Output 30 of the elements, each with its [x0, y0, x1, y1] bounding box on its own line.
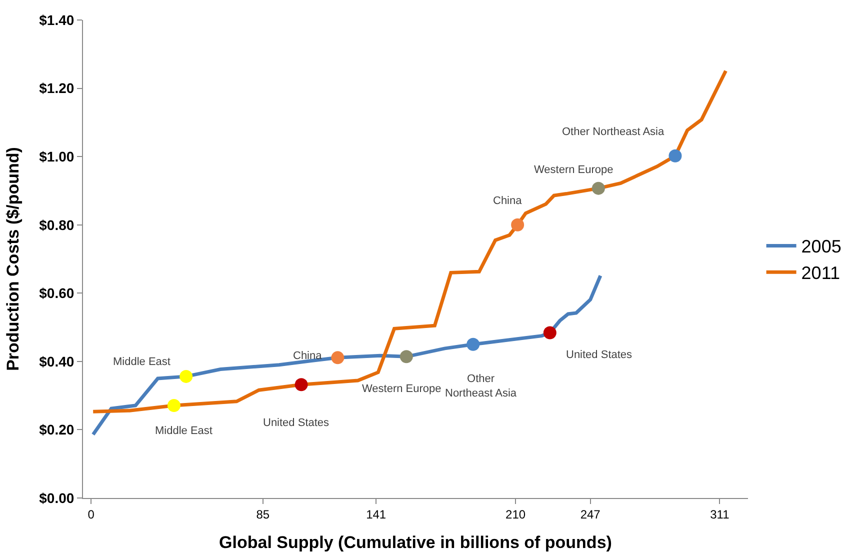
y-axis-title: Production Costs ($/pound)	[4, 147, 23, 371]
x-tick-label: 141	[366, 507, 386, 522]
annotation: Western Europe	[362, 383, 442, 395]
legend-label: 2011	[801, 263, 840, 284]
y-tick-label: $1.00	[39, 148, 74, 164]
annotation: China	[493, 195, 523, 207]
x-axis-title: Global Supply (Cumulative in billions of pounds)	[219, 532, 612, 552]
annotation: Western Europe	[534, 164, 614, 176]
y-tick-label: $0.40	[39, 353, 74, 370]
line-series	[91, 274, 602, 436]
annotation: United States	[566, 349, 633, 361]
annotation: United States	[263, 417, 330, 429]
annotation: Other Northeast Asia	[445, 373, 518, 400]
y-tick-label: $0.60	[39, 285, 74, 302]
x-tick-label: 247	[580, 507, 601, 522]
y-tick-label: $1.40	[39, 12, 74, 28]
x-tick-label: 85	[256, 507, 270, 522]
x-tick-label: 0	[88, 507, 95, 522]
annotation: China	[293, 350, 323, 362]
annotation: Middle East	[113, 356, 170, 368]
x-tick-label: 311	[710, 507, 730, 522]
x-tick-label: 210	[506, 507, 526, 522]
annotation: Middle East	[155, 425, 212, 437]
y-tick-label: $1.20	[39, 80, 74, 96]
y-tick-label: $0.20	[39, 422, 74, 438]
y-tick-label: $0.80	[39, 216, 74, 233]
y-tick-label: $0.00	[39, 490, 74, 506]
legend-label: 2005	[801, 236, 842, 257]
annotation: Other Northeast Asia	[562, 126, 665, 138]
line-series	[91, 69, 728, 414]
